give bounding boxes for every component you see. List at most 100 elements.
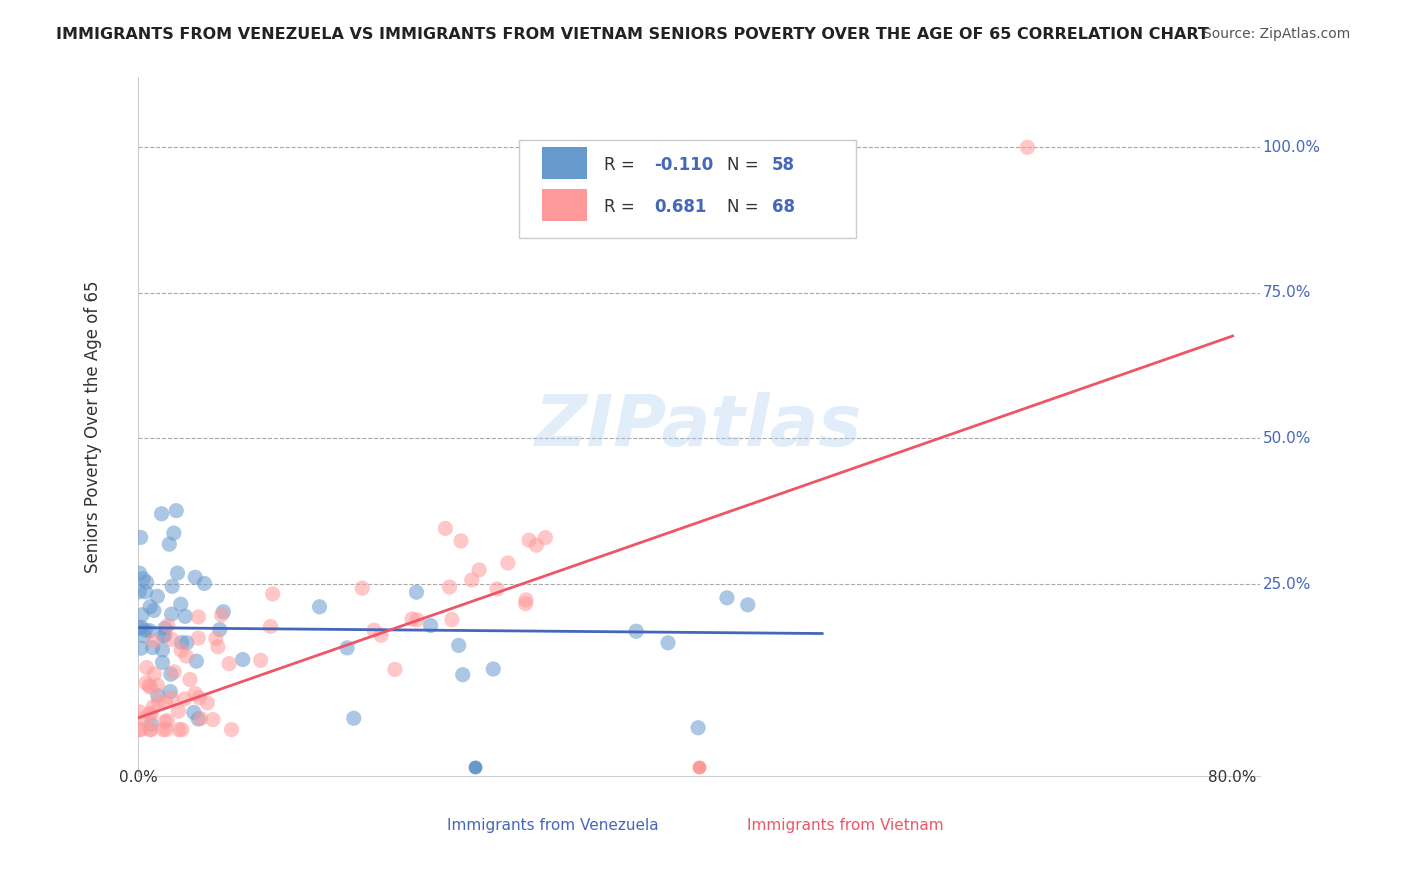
Point [166,566,188,580]
Point [156,618,179,632]
Point [343,711,366,725]
Point [737,598,759,612]
Text: 80.0%: 80.0% [1209,771,1257,785]
Point [165,503,187,517]
Point [150,507,173,521]
Point [716,591,738,605]
Point [152,656,174,670]
Point [624,624,647,639]
Point [135,575,157,590]
Point [138,679,160,693]
Point [134,584,156,599]
Point [132,572,155,586]
Bar [541,147,586,178]
Point [160,607,183,621]
Point [370,628,392,642]
Point [134,629,156,643]
Point [179,673,201,687]
Point [439,580,461,594]
Point [142,640,165,655]
Text: 0.681: 0.681 [654,198,706,216]
Point [146,589,169,603]
Point [464,760,486,774]
Point [184,686,207,700]
Point [534,531,557,545]
Point [406,613,429,627]
Point [139,680,162,694]
Point [162,579,184,593]
Point [401,612,423,626]
Point [129,620,152,634]
Point [249,653,271,667]
Point [195,696,218,710]
Point [496,556,519,570]
Point [139,706,162,721]
Point [461,573,484,587]
Point [336,640,359,655]
Text: Seniors Poverty Over the Age of 65: Seniors Poverty Over the Age of 65 [84,281,103,573]
Point [134,623,156,637]
Point [170,635,193,649]
Point [129,723,152,737]
Text: Immigrants from Vietnam: Immigrants from Vietnam [747,818,943,833]
Point [132,712,155,726]
Point [131,607,153,622]
Point [143,667,166,681]
Point [174,609,197,624]
Point [450,533,472,548]
Point [139,723,162,737]
Point [419,618,441,632]
Point [208,623,231,637]
Point [482,662,505,676]
Point [174,649,197,664]
Point [128,705,150,719]
Text: IMMIGRANTS FROM VENEZUELA VS IMMIGRANTS FROM VIETNAM SENIORS POVERTY OVER THE AG: IMMIGRANTS FROM VENEZUELA VS IMMIGRANTS … [56,27,1209,42]
Point [187,712,209,726]
Point [205,632,228,646]
Point [221,723,243,737]
Point [128,622,150,636]
Point [135,676,157,690]
Point [159,667,181,681]
Point [163,526,186,541]
Point [156,714,179,728]
Point [183,706,205,720]
Text: 100.0%: 100.0% [1263,140,1320,155]
Text: N =: N = [727,198,759,216]
Point [170,643,193,657]
Point [170,723,193,737]
Point [405,585,427,599]
Point [129,531,152,545]
Point [142,633,165,648]
Point [138,624,160,638]
Text: 58: 58 [772,156,794,174]
Text: R =: R = [603,156,634,174]
Point [201,713,224,727]
Point [187,631,209,645]
Point [152,723,174,737]
Point [160,691,183,706]
Point [193,576,215,591]
Point [187,610,209,624]
Point [657,636,679,650]
Text: 50.0%: 50.0% [1263,431,1312,446]
Point [128,723,150,737]
Point [468,563,491,577]
Point [153,628,176,642]
Point [440,613,463,627]
Point [153,621,176,635]
Point [128,566,150,581]
Point [688,721,710,735]
Point [173,692,195,706]
Point [155,723,177,737]
Point [159,684,181,698]
Point [190,712,212,726]
Point [515,592,537,607]
Text: ZIPatlas: ZIPatlas [536,392,863,461]
Text: 0.0%: 0.0% [118,771,157,785]
Text: -0.110: -0.110 [654,156,713,174]
Point [129,641,152,656]
Point [139,717,162,731]
Point [517,533,540,548]
Point [515,597,537,611]
